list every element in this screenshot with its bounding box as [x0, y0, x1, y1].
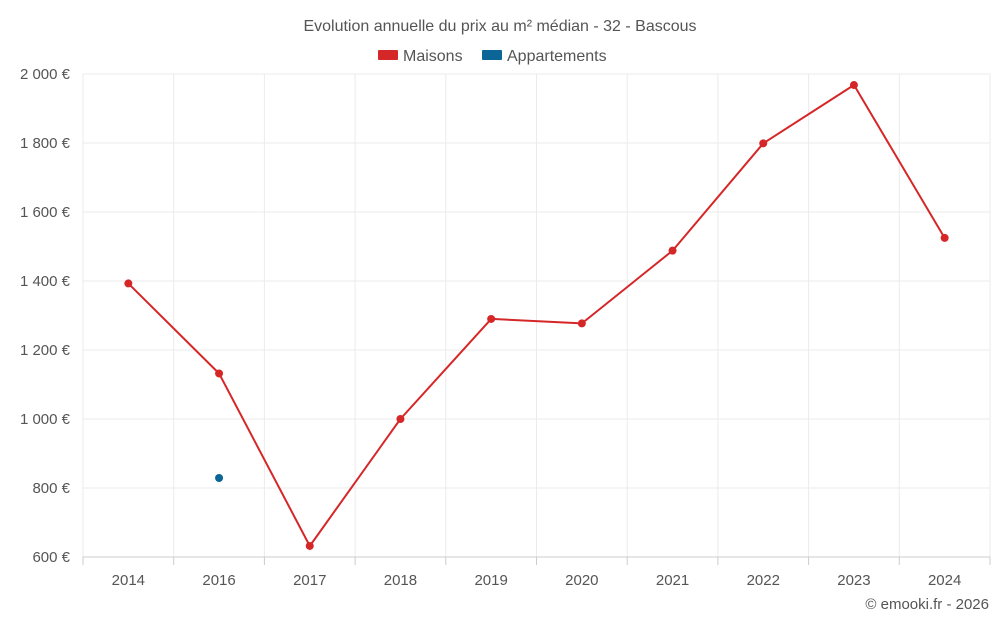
x-tick-label: 2023: [837, 572, 870, 589]
series-layer: [124, 81, 949, 550]
data-point-maisons[interactable]: [487, 314, 496, 323]
y-tick-label: 2 000 €: [20, 66, 71, 83]
data-point-maisons[interactable]: [577, 319, 586, 328]
data-point-maisons[interactable]: [940, 233, 949, 242]
data-point-maisons[interactable]: [305, 541, 314, 550]
credit-text: © emooki.fr - 2026: [865, 596, 989, 613]
legend: Maisons Appartements: [378, 48, 607, 65]
x-tick-label: 2022: [747, 572, 780, 589]
data-point-maisons[interactable]: [849, 81, 858, 90]
series-maisons: [124, 81, 949, 550]
legend-label-appartements[interactable]: Appartements: [507, 48, 607, 65]
legend-swatch-appartements: [482, 50, 502, 60]
series-appartements: [215, 473, 224, 482]
data-point-maisons[interactable]: [668, 246, 677, 255]
x-tick-label: 2021: [656, 572, 689, 589]
data-point-maisons[interactable]: [215, 369, 224, 378]
y-tick-label: 800 €: [32, 480, 70, 497]
x-axis: 2014 2016 2017 2018 2019 2020 2021 2022 2023 2024: [82, 556, 991, 589]
y-axis: 600 € 800 € 1 000 € 1 200 € 1 400 € 1 600 € 1 …: [20, 66, 71, 566]
x-tick-label: 2014: [112, 572, 145, 589]
data-point-maisons[interactable]: [759, 139, 768, 148]
legend-swatch-maisons: [378, 50, 398, 60]
y-tick-label: 1 800 €: [20, 135, 71, 152]
y-tick-label: 1 200 €: [20, 342, 71, 359]
data-point-appartements[interactable]: [215, 473, 224, 482]
x-tick-label: 2019: [474, 572, 507, 589]
series-line-maisons: [127, 84, 946, 547]
data-point-maisons[interactable]: [396, 415, 405, 423]
x-tick-label: 2018: [384, 572, 417, 589]
grid-lines: [82, 73, 991, 557]
x-tick-label: 2020: [565, 572, 598, 589]
legend-label-maisons[interactable]: Maisons: [403, 48, 463, 65]
y-tick-label: 1 600 €: [20, 204, 71, 221]
y-tick-label: 1 000 €: [20, 411, 71, 428]
y-tick-label: 1 400 €: [20, 273, 71, 290]
data-point-maisons[interactable]: [124, 279, 133, 288]
x-tick-label: 2017: [293, 572, 326, 589]
x-tick-label: 2016: [202, 572, 235, 589]
x-tick-label: 2024: [928, 572, 961, 589]
y-tick-label: 600 €: [32, 549, 70, 566]
chart-title: Evolution annuelle du prix au m² médian …: [303, 18, 696, 35]
